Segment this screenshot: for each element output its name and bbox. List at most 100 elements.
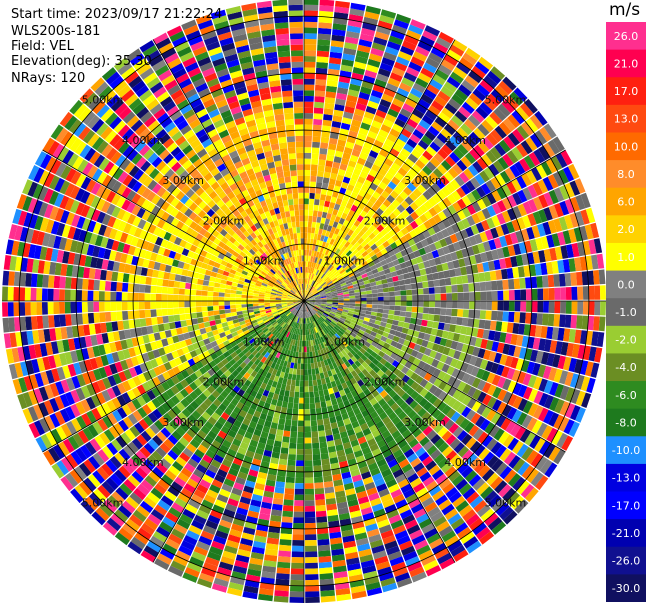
range-gate xyxy=(416,184,427,194)
range-gate xyxy=(335,198,343,206)
range-gate xyxy=(377,244,385,251)
range-gate xyxy=(332,342,338,349)
range-gate xyxy=(231,282,238,287)
range-gate xyxy=(315,222,321,229)
range-gate xyxy=(294,357,298,364)
range-gate xyxy=(337,384,344,392)
range-gate xyxy=(489,320,497,331)
range-gate xyxy=(66,326,74,339)
range-gate xyxy=(290,574,304,581)
range-gate xyxy=(300,329,303,336)
range-gate xyxy=(401,327,409,334)
range-gate xyxy=(341,382,348,390)
range-gate xyxy=(330,543,344,551)
range-gate xyxy=(304,33,317,40)
range-gate xyxy=(406,301,413,307)
range-gate xyxy=(295,304,300,309)
range-gate xyxy=(276,293,282,297)
range-gate xyxy=(418,194,428,204)
range-gate xyxy=(271,509,282,517)
range-gate xyxy=(425,146,437,157)
range-gate xyxy=(278,464,287,471)
range-gate xyxy=(309,298,316,301)
range-gate xyxy=(257,518,270,527)
range-gate xyxy=(305,562,318,569)
range-gate xyxy=(263,402,271,410)
range-gate xyxy=(324,218,331,225)
range-gate xyxy=(486,301,492,311)
range-gate xyxy=(376,232,384,240)
range-gate xyxy=(64,302,71,314)
range-gate xyxy=(542,221,552,236)
range-gate xyxy=(315,299,322,301)
range-gate xyxy=(196,509,209,520)
range-gate xyxy=(121,404,132,416)
range-gate xyxy=(288,313,293,318)
range-gate xyxy=(329,251,335,258)
range-gate xyxy=(304,44,317,51)
range-gate xyxy=(437,426,448,438)
range-gate xyxy=(258,331,265,337)
range-gate xyxy=(290,314,295,321)
range-gate xyxy=(287,332,292,339)
range-gate xyxy=(343,293,350,297)
range-gate xyxy=(465,97,479,110)
range-gate xyxy=(227,534,241,544)
range-gate xyxy=(344,367,351,375)
range-gate xyxy=(571,343,580,358)
range-gate xyxy=(247,301,253,304)
range-gate xyxy=(98,367,108,379)
range-gate xyxy=(474,357,483,368)
range-gate xyxy=(304,124,313,131)
range-gate xyxy=(187,325,194,332)
range-gate xyxy=(312,339,316,346)
range-gate xyxy=(321,241,327,248)
range-gate xyxy=(397,371,406,380)
range-gate xyxy=(393,185,403,195)
range-gate xyxy=(343,207,351,215)
range-gate xyxy=(241,301,248,305)
range-gate xyxy=(374,78,387,88)
range-gate xyxy=(190,424,200,434)
range-gate xyxy=(464,75,479,88)
range-gate xyxy=(216,361,225,370)
range-gate xyxy=(498,484,512,498)
range-gate xyxy=(196,284,203,291)
range-gate xyxy=(280,527,293,535)
range-gate xyxy=(443,54,459,67)
range-gate xyxy=(380,577,396,587)
range-gate xyxy=(140,522,155,536)
range-gate xyxy=(389,329,397,336)
range-gate xyxy=(287,302,293,305)
range-gate xyxy=(274,584,290,592)
range-gate xyxy=(445,434,457,446)
range-gate xyxy=(129,425,141,438)
range-gate xyxy=(523,265,531,277)
range-gate xyxy=(306,244,310,250)
range-gate xyxy=(530,312,538,325)
range-gate xyxy=(489,111,503,125)
range-gate xyxy=(286,299,293,301)
range-gate xyxy=(368,462,379,471)
range-gate xyxy=(349,293,355,296)
range-gate xyxy=(265,310,272,314)
range-gate xyxy=(189,556,204,567)
range-gate xyxy=(44,415,56,431)
range-gate xyxy=(506,268,514,279)
range-gate xyxy=(438,478,451,490)
range-gate xyxy=(214,314,221,320)
range-gate xyxy=(202,380,211,389)
range-gate xyxy=(387,77,401,88)
range-gate xyxy=(348,290,355,294)
range-gate xyxy=(564,371,574,387)
range-gate xyxy=(314,199,320,206)
range-gate xyxy=(481,370,491,382)
range-gate xyxy=(407,409,417,420)
range-gate xyxy=(252,540,266,549)
range-gate xyxy=(146,379,156,390)
range-gate xyxy=(355,412,364,421)
range-gate xyxy=(365,105,377,115)
range-gate xyxy=(570,272,578,286)
range-gate xyxy=(52,444,66,460)
range-gate xyxy=(311,431,319,438)
